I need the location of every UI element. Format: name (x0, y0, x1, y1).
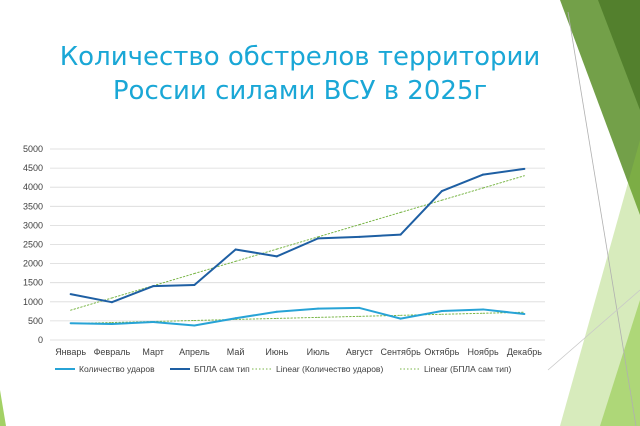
series-1-segment (275, 307, 320, 313)
series-2-segment (193, 248, 237, 286)
y-tick-label: 1500 (23, 278, 43, 288)
series-4-segment (70, 297, 113, 311)
series-2-segment (110, 285, 155, 304)
series-4-segment (276, 236, 319, 250)
y-tick-label: 1000 (23, 297, 43, 307)
legend-label-3: Linear (Количество ударов) (276, 364, 383, 374)
series-2-segment (152, 283, 196, 288)
legend-label-4: Linear (БПЛА сам тип) (424, 364, 512, 374)
x-tick-label: Сентябрь (380, 347, 421, 357)
y-tick-label: 2500 (23, 240, 43, 250)
series-2 (69, 167, 526, 304)
y-tick-label: 5000 (23, 144, 43, 154)
slide-title-line-2: России силами ВСУ в 2025г (112, 76, 488, 106)
y-tick-label: 4500 (23, 163, 43, 173)
series-1-segment (152, 321, 196, 327)
x-tick-label: Апрель (179, 347, 210, 357)
x-tick-label: Август (346, 347, 373, 357)
series-3-segment (235, 317, 278, 320)
legend-label-1: Количество ударов (79, 364, 155, 374)
series-2-segment (317, 235, 361, 240)
series-4-segment (441, 187, 484, 201)
series-4-segment (235, 248, 278, 262)
series-2-segment (358, 233, 402, 238)
series-4-segment (482, 175, 525, 189)
series-4-segment (317, 224, 360, 238)
series-3-segment (482, 311, 525, 314)
y-tick-label: 3500 (23, 201, 43, 211)
series-4-segment (152, 273, 195, 287)
series-1-segment (440, 308, 485, 312)
series-1 (69, 306, 526, 327)
series-1-segment (193, 317, 237, 327)
series-3-segment (193, 318, 237, 321)
series-4-segment (400, 199, 443, 213)
series-4-segment (358, 211, 402, 226)
series-2-segment (440, 173, 485, 193)
y-tick-label: 500 (28, 316, 43, 326)
series-1-segment (399, 309, 443, 320)
series-2-segment (275, 237, 320, 258)
x-tick-label: Ноябрь (468, 347, 500, 357)
series-1-segment (358, 306, 402, 320)
y-tick-label: 0 (38, 335, 43, 345)
y-tick-label: 2000 (23, 259, 43, 269)
series-2-segment (69, 293, 113, 304)
x-tick-label: Май (227, 347, 245, 357)
legend-label-2: БПЛА сам тип (194, 364, 250, 374)
series-4 (70, 175, 525, 311)
x-tick-label: Февраль (94, 347, 131, 357)
series-1-segment (317, 306, 361, 310)
series-1-segment (482, 308, 526, 316)
x-tick-label: Декабрь (507, 347, 542, 357)
series-2-segment (482, 167, 526, 176)
series-3-segment (441, 312, 484, 315)
series-1-segment (69, 322, 113, 325)
x-tick-label: Январь (55, 347, 86, 357)
slide-title: Количество обстрелов территории России с… (20, 40, 580, 108)
series-3-segment (152, 319, 195, 323)
slide-title-line-1: Количество обстрелов территории (59, 42, 541, 72)
series-3-segment (317, 315, 360, 318)
series-3-segment (358, 314, 402, 317)
series-2-segment (234, 248, 278, 258)
x-tick-label: Июль (307, 347, 330, 357)
series-1-segment (234, 310, 278, 320)
series-2-segment (399, 190, 443, 236)
series-3-segment (276, 316, 319, 319)
series-1-segment (110, 321, 155, 325)
x-tick-label: Март (142, 347, 164, 357)
y-tick-label: 3000 (23, 220, 43, 230)
x-tick-label: Июнь (265, 347, 288, 357)
x-tick-label: Октябрь (424, 347, 459, 357)
y-tick-label: 4000 (23, 182, 43, 192)
